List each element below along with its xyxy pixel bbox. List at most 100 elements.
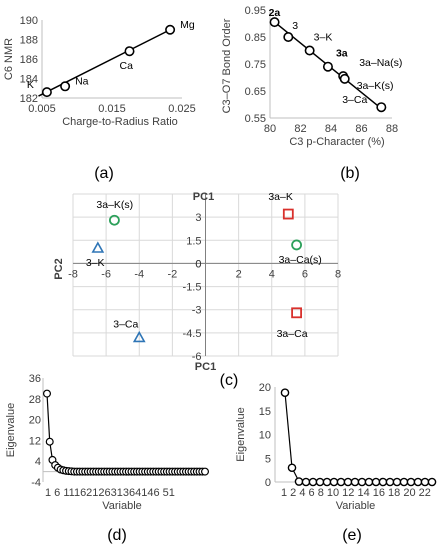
pca-point-circle — [109, 214, 120, 226]
point-label-b: 3–K — [314, 32, 333, 44]
y-tick-label: 0 — [195, 258, 201, 270]
point-label-b: 3–Ca — [342, 94, 367, 106]
y-tick-label: 0 — [265, 477, 271, 489]
scree-point-d — [45, 437, 54, 446]
pca-point-label: 3a–Ca — [277, 328, 308, 340]
x-axis-label-e: Variable — [336, 500, 376, 512]
y-axis-label-c: PC2 — [53, 258, 65, 279]
scree-line-e — [284, 392, 432, 483]
data-point-a — [165, 24, 176, 35]
pca-point-circle — [291, 239, 302, 251]
pca-point-label: 3–K — [86, 257, 105, 269]
y-tick-label: 28 — [29, 394, 41, 406]
panel-label-d: (d) — [107, 527, 127, 544]
scree-point-e — [427, 477, 437, 487]
scree-line-d — [46, 393, 205, 473]
scree-point-e — [336, 477, 346, 487]
point-label-b: 3a–Na(s) — [359, 57, 402, 69]
pca-point-square — [291, 307, 302, 319]
y-tick-label: 184 — [20, 74, 38, 86]
point-label-b: 3a–K(s) — [357, 80, 394, 92]
y-tick-label: 5 — [265, 453, 271, 465]
x-tick-label: 0.025 — [168, 103, 196, 115]
pca-point-label: 3a–Ca(s) — [279, 254, 322, 266]
scree-point-e — [413, 477, 423, 487]
scree-point-e — [301, 477, 311, 487]
x-tick-label: 2 — [236, 268, 242, 280]
scree-point-e — [308, 477, 318, 487]
point-label-b: 3 — [292, 20, 298, 32]
y-tick-label: 3 — [195, 212, 201, 224]
y-axis-label-e: Eigenvalue — [235, 407, 247, 461]
x-tick-label: -4 — [134, 268, 144, 280]
y-tick-label: 182 — [20, 93, 38, 105]
x-tick-label: 84 — [325, 123, 337, 135]
point-label-b: 2a — [269, 7, 281, 19]
y-tick-label: 36 — [29, 373, 41, 385]
scree-point-d — [201, 467, 210, 476]
data-point-a — [124, 46, 135, 57]
y-tick-label: 0.85 — [245, 32, 266, 44]
y-tick-label: 0.55 — [245, 113, 266, 125]
scree-point-e — [378, 477, 388, 487]
x-tick-label: 0.005 — [28, 103, 56, 115]
x-tick-label: -2 — [167, 268, 177, 280]
scree-point-e — [287, 463, 297, 473]
y-tick-label: 188 — [20, 35, 38, 47]
data-point-b — [283, 31, 294, 42]
y-tick-label: 0 — [195, 258, 201, 270]
pca-point-label: 3a–K(s) — [96, 199, 133, 211]
pca-point-label: 3a–K — [268, 191, 293, 203]
panel-label-e: (e) — [342, 527, 362, 544]
y-tick-label: 12 — [29, 435, 41, 447]
x-tick-label: 4 — [269, 268, 275, 280]
trend-line-a — [38, 29, 171, 97]
y-tick-label: 0.75 — [245, 59, 266, 71]
point-label-a: Ca — [120, 60, 134, 72]
x-tick-label: 8 — [335, 268, 341, 280]
y-tick-label: -4 — [31, 477, 41, 489]
x-tick-label: 86 — [355, 123, 367, 135]
y-tick-label: -6 — [192, 351, 202, 363]
x-tick-label: 1 6 1116212631364146 51 — [45, 487, 175, 499]
x-axis-label-d: Variable — [102, 500, 142, 512]
y-tick-label: 20 — [29, 415, 41, 427]
y-tick-label: 190 — [20, 15, 38, 27]
scree-point-e — [343, 477, 353, 487]
scree-point-e — [385, 477, 395, 487]
y-axis-label-d: Eigenvalue — [5, 403, 17, 457]
scree-point-e — [399, 477, 409, 487]
data-point-b — [269, 17, 280, 28]
scree-point-e — [406, 477, 416, 487]
y-tick-label: -4.5 — [183, 328, 202, 340]
pca-point-square — [282, 208, 294, 220]
x-tick-label: 6 — [302, 268, 308, 280]
x-tick-label: 0.015 — [98, 103, 126, 115]
x-tick-label: -6 — [101, 268, 111, 280]
x-tick-label: -8 — [68, 268, 78, 280]
pca-point-label: 3–Ca — [113, 318, 138, 330]
scree-point-e — [420, 477, 430, 487]
y-axis-label-b: C3–O7 Bond Order — [221, 18, 233, 113]
panel-label-a: (a) — [94, 165, 114, 182]
x-axis-label-c: PC1 — [195, 361, 216, 373]
pca-point-triangle — [91, 241, 105, 253]
data-point-b — [339, 73, 350, 84]
data-point-b — [322, 61, 333, 72]
y-tick-label: 10 — [259, 430, 271, 442]
x-tick-label: 88 — [386, 123, 398, 135]
point-label-a: K — [27, 79, 34, 91]
x-tick-label: 82 — [294, 123, 306, 135]
scree-point-e — [329, 477, 339, 487]
y-tick-label: 0.95 — [245, 5, 266, 17]
y-tick-label: -1.5 — [183, 282, 202, 294]
scree-point-e — [371, 477, 381, 487]
point-label-b: 3a — [336, 48, 348, 60]
y-tick-label: 186 — [20, 54, 38, 66]
y-tick-label: 0.65 — [245, 86, 266, 98]
data-point-b — [304, 45, 315, 56]
y-tick-label: 15 — [259, 406, 271, 418]
scree-point-d — [42, 389, 51, 398]
point-label-a: Na — [75, 75, 89, 87]
panel-label-c: (c) — [220, 372, 239, 389]
